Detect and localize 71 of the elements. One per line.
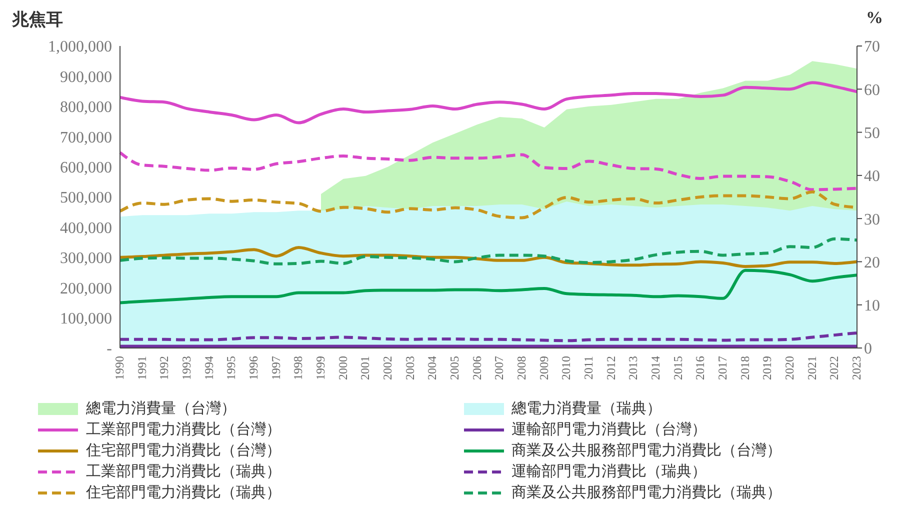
y-tick-label: 800,000 <box>60 99 112 116</box>
y2-tick-label: 0 <box>864 340 872 358</box>
x-tick-label: 1999 <box>314 356 328 380</box>
x-tick-label: 2021 <box>804 356 819 380</box>
y2-tick-label: 20 <box>864 254 880 272</box>
x-tick-label: 2016 <box>693 356 708 380</box>
line-series <box>118 331 858 342</box>
x-tick-label: 2011 <box>582 356 596 380</box>
x-tick-label: 1995 <box>224 356 238 380</box>
x-tick-label: 2008 <box>514 356 529 380</box>
x-tick-label: 1993 <box>180 356 194 380</box>
x-tick-label: 2013 <box>626 356 640 380</box>
line-series <box>118 237 858 266</box>
y-tick-label: 900,000 <box>60 68 112 86</box>
legend-label: 住宅部門電力消費比（瑞典） <box>86 483 281 502</box>
x-tick-label: 2002 <box>380 356 395 380</box>
x-tick-label: 2012 <box>604 356 618 380</box>
x-tick-label: 2007 <box>492 356 506 380</box>
y-tick-label: 200,000 <box>60 280 112 298</box>
x-tick-label: 2001 <box>358 356 372 380</box>
legend-label: 工業部門電力消費比（瑞典） <box>86 462 281 481</box>
legend-label: 總電力消費量（台灣） <box>86 400 236 418</box>
x-tick-label: 1994 <box>202 356 216 380</box>
y2-tick-label: 10 <box>864 298 880 315</box>
x-tick-label: 2009 <box>536 356 551 380</box>
y-tick-label: 600,000 <box>60 159 112 176</box>
y-tick-label: 300,000 <box>60 250 112 268</box>
x-tick-label: 2004 <box>425 356 440 380</box>
y2-tick-label: 50 <box>864 124 880 142</box>
y2-tick-label: 60 <box>864 82 880 99</box>
x-tick-label: 2015 <box>670 356 685 380</box>
x-tick-label: 2022 <box>827 356 842 380</box>
legend-label: 運輸部門電力消費比（瑞典） <box>512 462 706 481</box>
y2-tick-label: 40 <box>864 168 880 186</box>
y-axis-title: 兆焦耳 <box>12 9 63 31</box>
line-series <box>118 81 858 124</box>
x-tick-label: 2006 <box>470 356 484 380</box>
x-tick-label: 2005 <box>448 356 462 380</box>
y2-tick-label: 30 <box>864 211 880 228</box>
x-tick-label: 2020 <box>782 356 797 380</box>
x-tick-label: 2019 <box>760 356 774 380</box>
legend-label: 商業及公共服務部門電力消費比（台灣） <box>512 442 782 460</box>
x-tick-label: 2010 <box>559 356 574 380</box>
line-series <box>118 268 858 304</box>
x-tick-label: 2000 <box>336 356 350 380</box>
x-tick-label: 1991 <box>134 356 149 380</box>
y2-axis-title: % <box>866 8 883 28</box>
x-tick-label: 2023 <box>850 356 864 380</box>
x-tick-label: 1992 <box>157 356 172 380</box>
x-tick-label: 2018 <box>738 356 752 380</box>
y-tick-label: 500,000 <box>60 190 112 207</box>
x-tick-label: 1998 <box>291 356 306 380</box>
y-tick-label: 1,000,000 <box>48 38 112 56</box>
y-tick-label: 700,000 <box>60 129 112 146</box>
x-tick-label: 2003 <box>402 356 417 380</box>
legend-label: 總電力消費量（瑞典） <box>512 400 662 418</box>
x-tick-label: 2014 <box>648 356 663 380</box>
line-series <box>118 151 858 192</box>
x-tick-label: 2017 <box>716 356 730 380</box>
y-tick-label: 100,000 <box>60 310 112 328</box>
legend-label: 工業部門電力消費比（台灣） <box>86 420 281 439</box>
legend-label: 商業及公共服務部門電力消費比（瑞典） <box>512 484 782 502</box>
legend-label: 住宅部門電力消費比（台灣） <box>86 441 281 460</box>
y-tick-label: 400,000 <box>60 220 112 237</box>
line-series <box>118 246 858 268</box>
x-tick-label: 1997 <box>268 356 283 380</box>
legend-label: 運輸部門電力消費比（台灣） <box>512 420 706 439</box>
y2-tick-label: 70 <box>864 38 880 56</box>
y-tick-label: - <box>106 340 112 358</box>
x-tick-label: 1996 <box>246 356 261 380</box>
x-tick-label: 1990 <box>112 356 127 380</box>
